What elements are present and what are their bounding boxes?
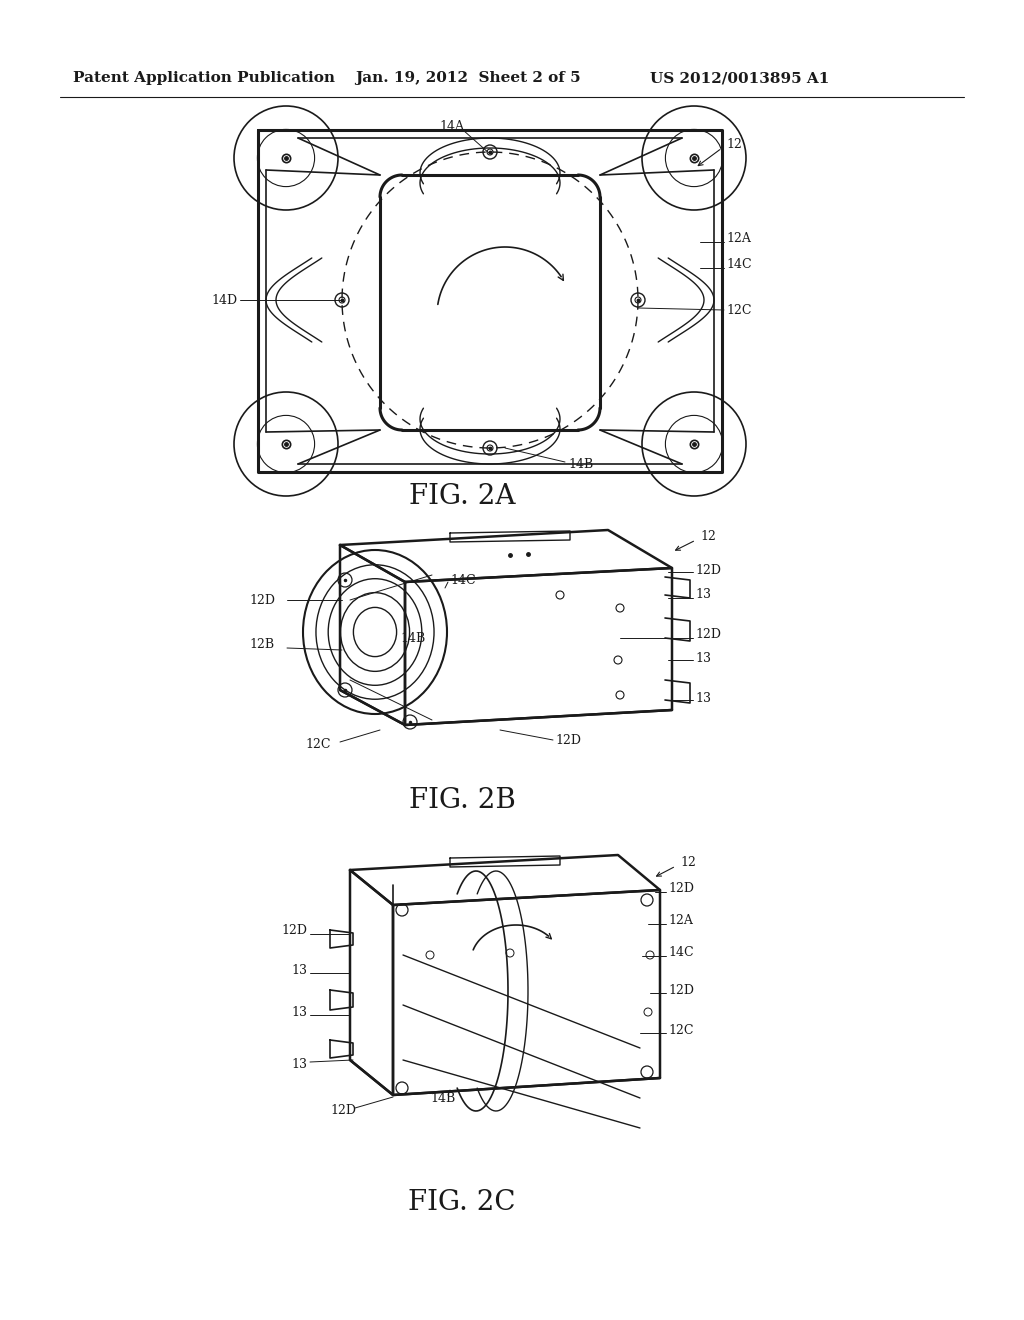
Text: 13: 13 [291, 1059, 307, 1072]
Text: 12C: 12C [305, 738, 331, 751]
Text: 12D: 12D [330, 1104, 356, 1117]
Text: FIG. 2C: FIG. 2C [409, 1188, 516, 1216]
Text: 14C: 14C [726, 259, 752, 272]
Text: 12C: 12C [668, 1023, 693, 1036]
Text: Jan. 19, 2012  Sheet 2 of 5: Jan. 19, 2012 Sheet 2 of 5 [355, 71, 581, 84]
Text: FIG. 2A: FIG. 2A [409, 483, 515, 511]
Text: 12D: 12D [555, 734, 581, 747]
Text: 13: 13 [695, 652, 711, 664]
Text: 14B: 14B [430, 1092, 456, 1105]
Text: 12C: 12C [726, 304, 752, 317]
Text: 13: 13 [695, 589, 711, 602]
Text: 12B: 12B [250, 639, 275, 652]
Text: 13: 13 [291, 964, 307, 977]
Text: 12: 12 [700, 531, 716, 544]
Text: 12: 12 [726, 137, 741, 150]
Text: 13: 13 [695, 692, 711, 705]
Text: 14D: 14D [212, 293, 238, 306]
Text: 12D: 12D [249, 594, 275, 606]
Text: 12A: 12A [668, 913, 693, 927]
Text: 12: 12 [680, 855, 696, 869]
Text: FIG. 2B: FIG. 2B [409, 787, 515, 813]
Text: 12D: 12D [695, 564, 721, 577]
Text: 12A: 12A [726, 231, 751, 244]
Text: 12D: 12D [668, 983, 694, 997]
Text: 12D: 12D [668, 882, 694, 895]
Text: Patent Application Publication: Patent Application Publication [73, 71, 335, 84]
Text: 12D: 12D [281, 924, 307, 936]
Text: 14A: 14A [439, 120, 465, 132]
Text: 13: 13 [291, 1006, 307, 1019]
Text: 14C: 14C [668, 945, 693, 958]
Text: 14C: 14C [450, 573, 475, 586]
Text: 14B: 14B [400, 631, 425, 644]
Text: 14B: 14B [568, 458, 593, 471]
Text: US 2012/0013895 A1: US 2012/0013895 A1 [650, 71, 829, 84]
Text: 12D: 12D [695, 628, 721, 642]
